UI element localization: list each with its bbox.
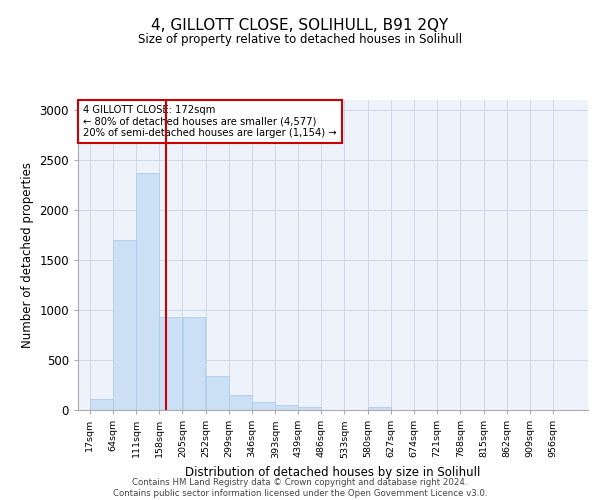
Y-axis label: Number of detached properties: Number of detached properties	[21, 162, 34, 348]
X-axis label: Distribution of detached houses by size in Solihull: Distribution of detached houses by size …	[185, 466, 481, 479]
Bar	[182, 317, 205, 410]
Text: 4, GILLOTT CLOSE, SOLIHULL, B91 2QY: 4, GILLOTT CLOSE, SOLIHULL, B91 2QY	[151, 18, 449, 32]
Bar	[90, 399, 113, 410]
Bar	[160, 317, 182, 410]
Bar	[113, 240, 136, 410]
Bar	[229, 394, 252, 410]
Bar	[206, 376, 229, 410]
Bar	[136, 173, 159, 410]
Text: Size of property relative to detached houses in Solihull: Size of property relative to detached ho…	[138, 32, 462, 46]
Bar	[368, 406, 391, 410]
Bar	[275, 404, 298, 410]
Bar	[252, 402, 275, 410]
Text: 4 GILLOTT CLOSE: 172sqm
← 80% of detached houses are smaller (4,577)
20% of semi: 4 GILLOTT CLOSE: 172sqm ← 80% of detache…	[83, 104, 337, 138]
Bar	[298, 406, 321, 410]
Text: Contains HM Land Registry data © Crown copyright and database right 2024.
Contai: Contains HM Land Registry data © Crown c…	[113, 478, 487, 498]
